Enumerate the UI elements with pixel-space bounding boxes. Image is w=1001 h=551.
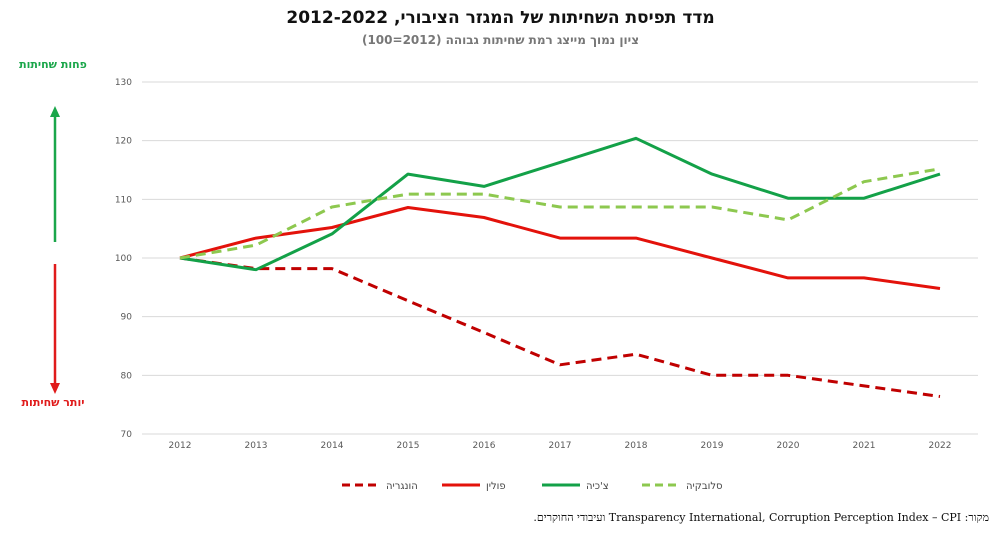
y-tick-label: 90	[121, 313, 133, 323]
y-axis-ticks: 70 80 90 100 110 120 130	[115, 78, 132, 440]
y-tick-label: 80	[121, 371, 133, 381]
x-tick-label: 2013	[245, 441, 268, 451]
x-tick-label: 2018	[625, 441, 648, 451]
x-tick-label: 2017	[549, 441, 572, 451]
legend-label: סלובקיה	[686, 481, 723, 492]
less-corruption-label: פחות שחיתות	[19, 58, 87, 71]
x-tick-label: 2020	[777, 441, 800, 451]
x-axis-ticks: 2012 2013 2014 2015 2016 2017 2018 2019 2020 2021…	[169, 441, 952, 451]
legend-label: הונגריה	[386, 481, 418, 492]
gridlines	[142, 81, 978, 435]
x-tick-label: 2022	[929, 441, 952, 451]
series-line	[179, 136, 941, 272]
y-tick-label: 100	[115, 254, 132, 264]
y-tick-label: 110	[115, 195, 132, 205]
series-line	[179, 206, 941, 290]
more-corruption-label: יותר שחיתות	[21, 396, 85, 409]
y-tick-label: 70	[121, 430, 133, 440]
source-note: מקור: Transparency International, Corrup…	[533, 511, 989, 524]
x-tick-label: 2012	[169, 441, 192, 451]
series-line	[179, 167, 941, 260]
series-lines	[179, 136, 941, 398]
series-line	[179, 256, 941, 398]
legend-label: פולין	[486, 481, 506, 492]
chart-title: מדד תפיסת השחיתות של המגזר הציבורי, 2012…	[286, 8, 715, 28]
x-tick-label: 2014	[321, 441, 344, 451]
chart-subtitle: ציון נמוך מייצג רמת שחיתות גבוהה (2012=1…	[361, 33, 640, 47]
x-tick-label: 2019	[701, 441, 724, 451]
x-tick-label: 2016	[473, 441, 496, 451]
legend: הונגריה פולין צ'כיה סלובקיה	[342, 481, 723, 492]
y-tick-label: 130	[115, 78, 132, 88]
legend-label: צ'כיה	[586, 481, 609, 492]
y-tick-label: 120	[115, 137, 132, 147]
x-tick-label: 2015	[397, 441, 420, 451]
x-tick-label: 2021	[853, 441, 876, 451]
